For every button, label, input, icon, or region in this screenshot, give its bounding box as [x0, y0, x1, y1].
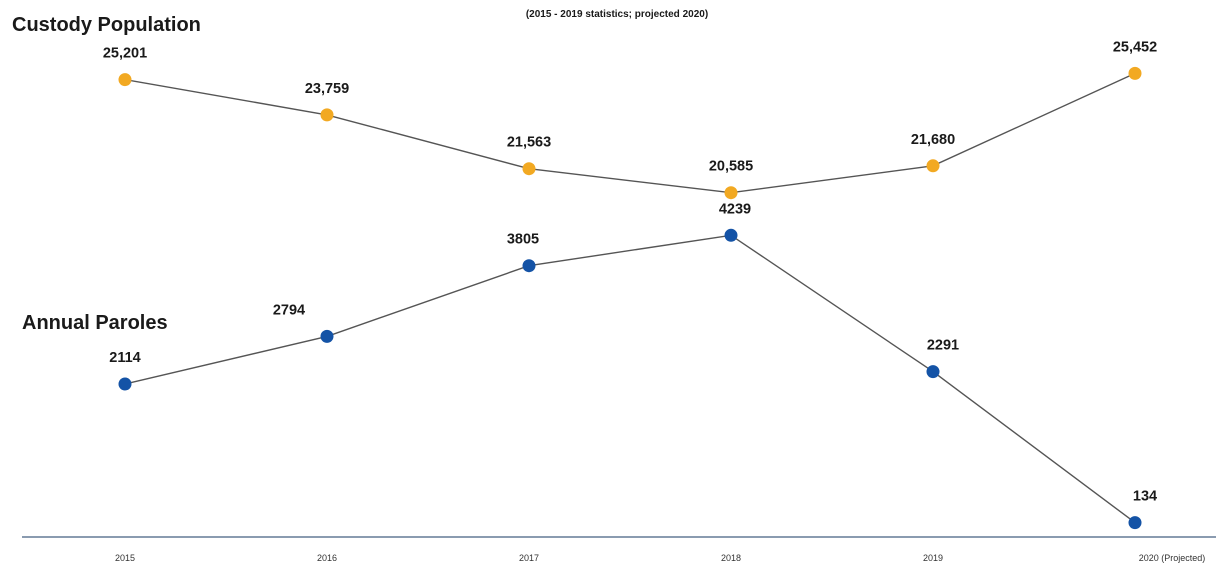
data-label-paroles: 4239	[719, 201, 751, 217]
data-label-paroles: 2114	[109, 350, 140, 366]
data-point-paroles	[1128, 516, 1142, 530]
data-point-paroles	[118, 377, 132, 391]
x-tick-label: 2016	[317, 553, 337, 563]
data-point-paroles	[522, 259, 536, 273]
series-line-custody	[124, 72, 1136, 194]
series-custody: 25,201 23,759 21,563 20,585 21,680 25,452	[103, 39, 1157, 200]
data-point-custody	[1128, 66, 1142, 80]
data-label-custody: 25,452	[1113, 39, 1157, 55]
data-point-custody	[522, 162, 536, 176]
series-title-paroles: Annual Paroles	[22, 312, 168, 334]
data-label-paroles: 2794	[273, 302, 305, 318]
data-label-custody: 21,680	[911, 132, 955, 148]
x-tick-label: 2020 (Projected)	[1139, 553, 1206, 563]
data-point-custody	[926, 159, 940, 173]
chart-subtitle: (2015 - 2019 statistics; projected 2020)	[526, 9, 708, 20]
data-point-custody	[118, 73, 132, 87]
x-tick-labels: 2015 2016 2017 2018 2019 2020 (Projected)	[115, 553, 1205, 563]
data-label-custody: 20,585	[709, 159, 753, 175]
data-point-paroles	[320, 329, 334, 343]
data-label-paroles: 134	[1133, 489, 1157, 505]
data-point-custody	[320, 108, 334, 122]
data-point-custody	[724, 186, 738, 200]
series-layer: 25,201 23,759 21,563 20,585 21,680 25,452 2114…	[103, 39, 1157, 530]
series-title-custody: Custody Population	[12, 14, 201, 36]
data-point-paroles	[724, 228, 738, 242]
series-line-paroles	[124, 234, 1136, 524]
series-paroles: 2114 2794 3805 4239 2291 134	[109, 201, 1157, 530]
data-label-custody: 25,201	[103, 46, 147, 62]
data-label-custody: 21,563	[507, 135, 551, 151]
data-label-paroles: 3805	[507, 232, 539, 248]
x-tick-label: 2019	[923, 553, 943, 563]
x-tick-label: 2015	[115, 553, 135, 563]
data-label-custody: 23,759	[305, 81, 349, 97]
x-tick-label: 2018	[721, 553, 741, 563]
x-tick-label: 2017	[519, 553, 539, 563]
data-point-paroles	[926, 365, 940, 379]
data-label-paroles: 2291	[927, 338, 959, 354]
